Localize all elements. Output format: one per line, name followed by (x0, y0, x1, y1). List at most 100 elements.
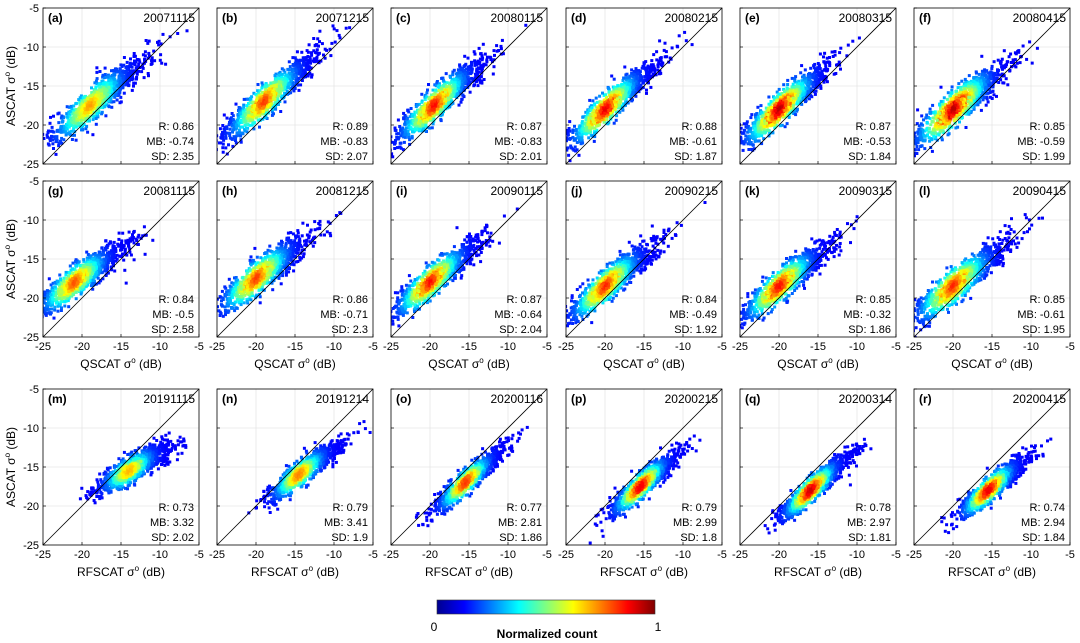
density-point (414, 110, 418, 114)
density-core-point (256, 105, 260, 109)
density-point (382, 144, 385, 147)
density-core-point (600, 103, 604, 107)
density-point (67, 125, 71, 129)
density-point (295, 58, 299, 62)
density-point (579, 137, 583, 140)
density-point (153, 59, 157, 63)
density-point (610, 74, 614, 78)
density-core-point (602, 114, 605, 117)
density-core-point (97, 94, 100, 98)
density-point (143, 50, 147, 54)
density-point (819, 86, 823, 90)
density-point (237, 131, 241, 135)
density-core-point (602, 106, 606, 110)
density-point (440, 76, 444, 80)
density-core-point (421, 115, 425, 119)
density-point (450, 87, 454, 91)
density-point (271, 81, 275, 85)
density-point (203, 152, 206, 155)
density-point (65, 127, 69, 131)
density-core-point (260, 101, 264, 105)
density-point (396, 137, 400, 141)
density-point (650, 74, 654, 78)
density-point (35, 146, 38, 149)
density-point (86, 113, 90, 117)
density-point (415, 116, 419, 120)
density-point (381, 152, 384, 155)
density-point (492, 58, 496, 62)
density-point (649, 69, 653, 73)
density-point (289, 72, 293, 76)
density-point (638, 79, 642, 83)
density-point (786, 78, 790, 82)
density-point (632, 69, 636, 73)
density-point (420, 115, 424, 119)
density-point (740, 126, 743, 130)
density-point (121, 78, 125, 81)
density-point (306, 66, 310, 70)
density-point (633, 84, 637, 88)
density-point (238, 110, 241, 114)
density-point (466, 56, 470, 60)
density-point (55, 129, 59, 133)
density-point (595, 128, 599, 132)
stat-sd: SD: 1.87 (674, 151, 717, 163)
density-point (280, 67, 284, 71)
density-point (74, 112, 78, 115)
density-point (317, 44, 320, 48)
density-point (52, 135, 56, 139)
density-point (288, 65, 292, 69)
density-point (413, 128, 417, 132)
density-point (411, 119, 415, 123)
density-point (11, 152, 14, 155)
density-point (228, 134, 232, 137)
density-point (122, 91, 126, 95)
density-point (761, 117, 765, 121)
density-point (90, 91, 94, 95)
density-core-point (100, 89, 104, 93)
density-point (249, 96, 252, 100)
density-point (283, 86, 287, 90)
density-point (391, 140, 394, 144)
density-point (59, 116, 63, 120)
density-point (472, 50, 476, 54)
density-core-point (596, 115, 600, 119)
density-core-point (104, 91, 108, 95)
density-point (618, 110, 622, 114)
density-point (424, 102, 428, 106)
density-point (399, 141, 403, 145)
density-point (561, 147, 564, 150)
density-point (135, 72, 139, 76)
density-point (480, 81, 484, 85)
density-point (443, 80, 447, 84)
density-point (273, 104, 277, 108)
density-point (399, 127, 403, 131)
density-point (277, 73, 281, 77)
density-point (108, 94, 112, 98)
density-point (302, 60, 305, 64)
density-point (76, 108, 80, 112)
density-point (590, 106, 594, 109)
density-point (217, 134, 219, 138)
density-point (221, 131, 224, 134)
density-point (572, 148, 576, 152)
density-point (84, 127, 88, 131)
density-point (141, 53, 145, 57)
density-point (477, 78, 481, 82)
density-point (456, 68, 460, 72)
density-point (634, 91, 638, 95)
density-point (633, 79, 637, 83)
density-point (637, 87, 641, 91)
density-point (659, 63, 663, 66)
density-point (800, 102, 804, 106)
density-core-point (94, 98, 98, 102)
density-point (646, 75, 650, 79)
density-point (234, 123, 238, 127)
density-point (387, 140, 390, 143)
density-point (645, 68, 649, 72)
density-core-point (81, 108, 84, 112)
density-point (485, 58, 489, 62)
density-point (127, 68, 131, 71)
density-point (272, 112, 275, 116)
density-point (783, 115, 787, 118)
